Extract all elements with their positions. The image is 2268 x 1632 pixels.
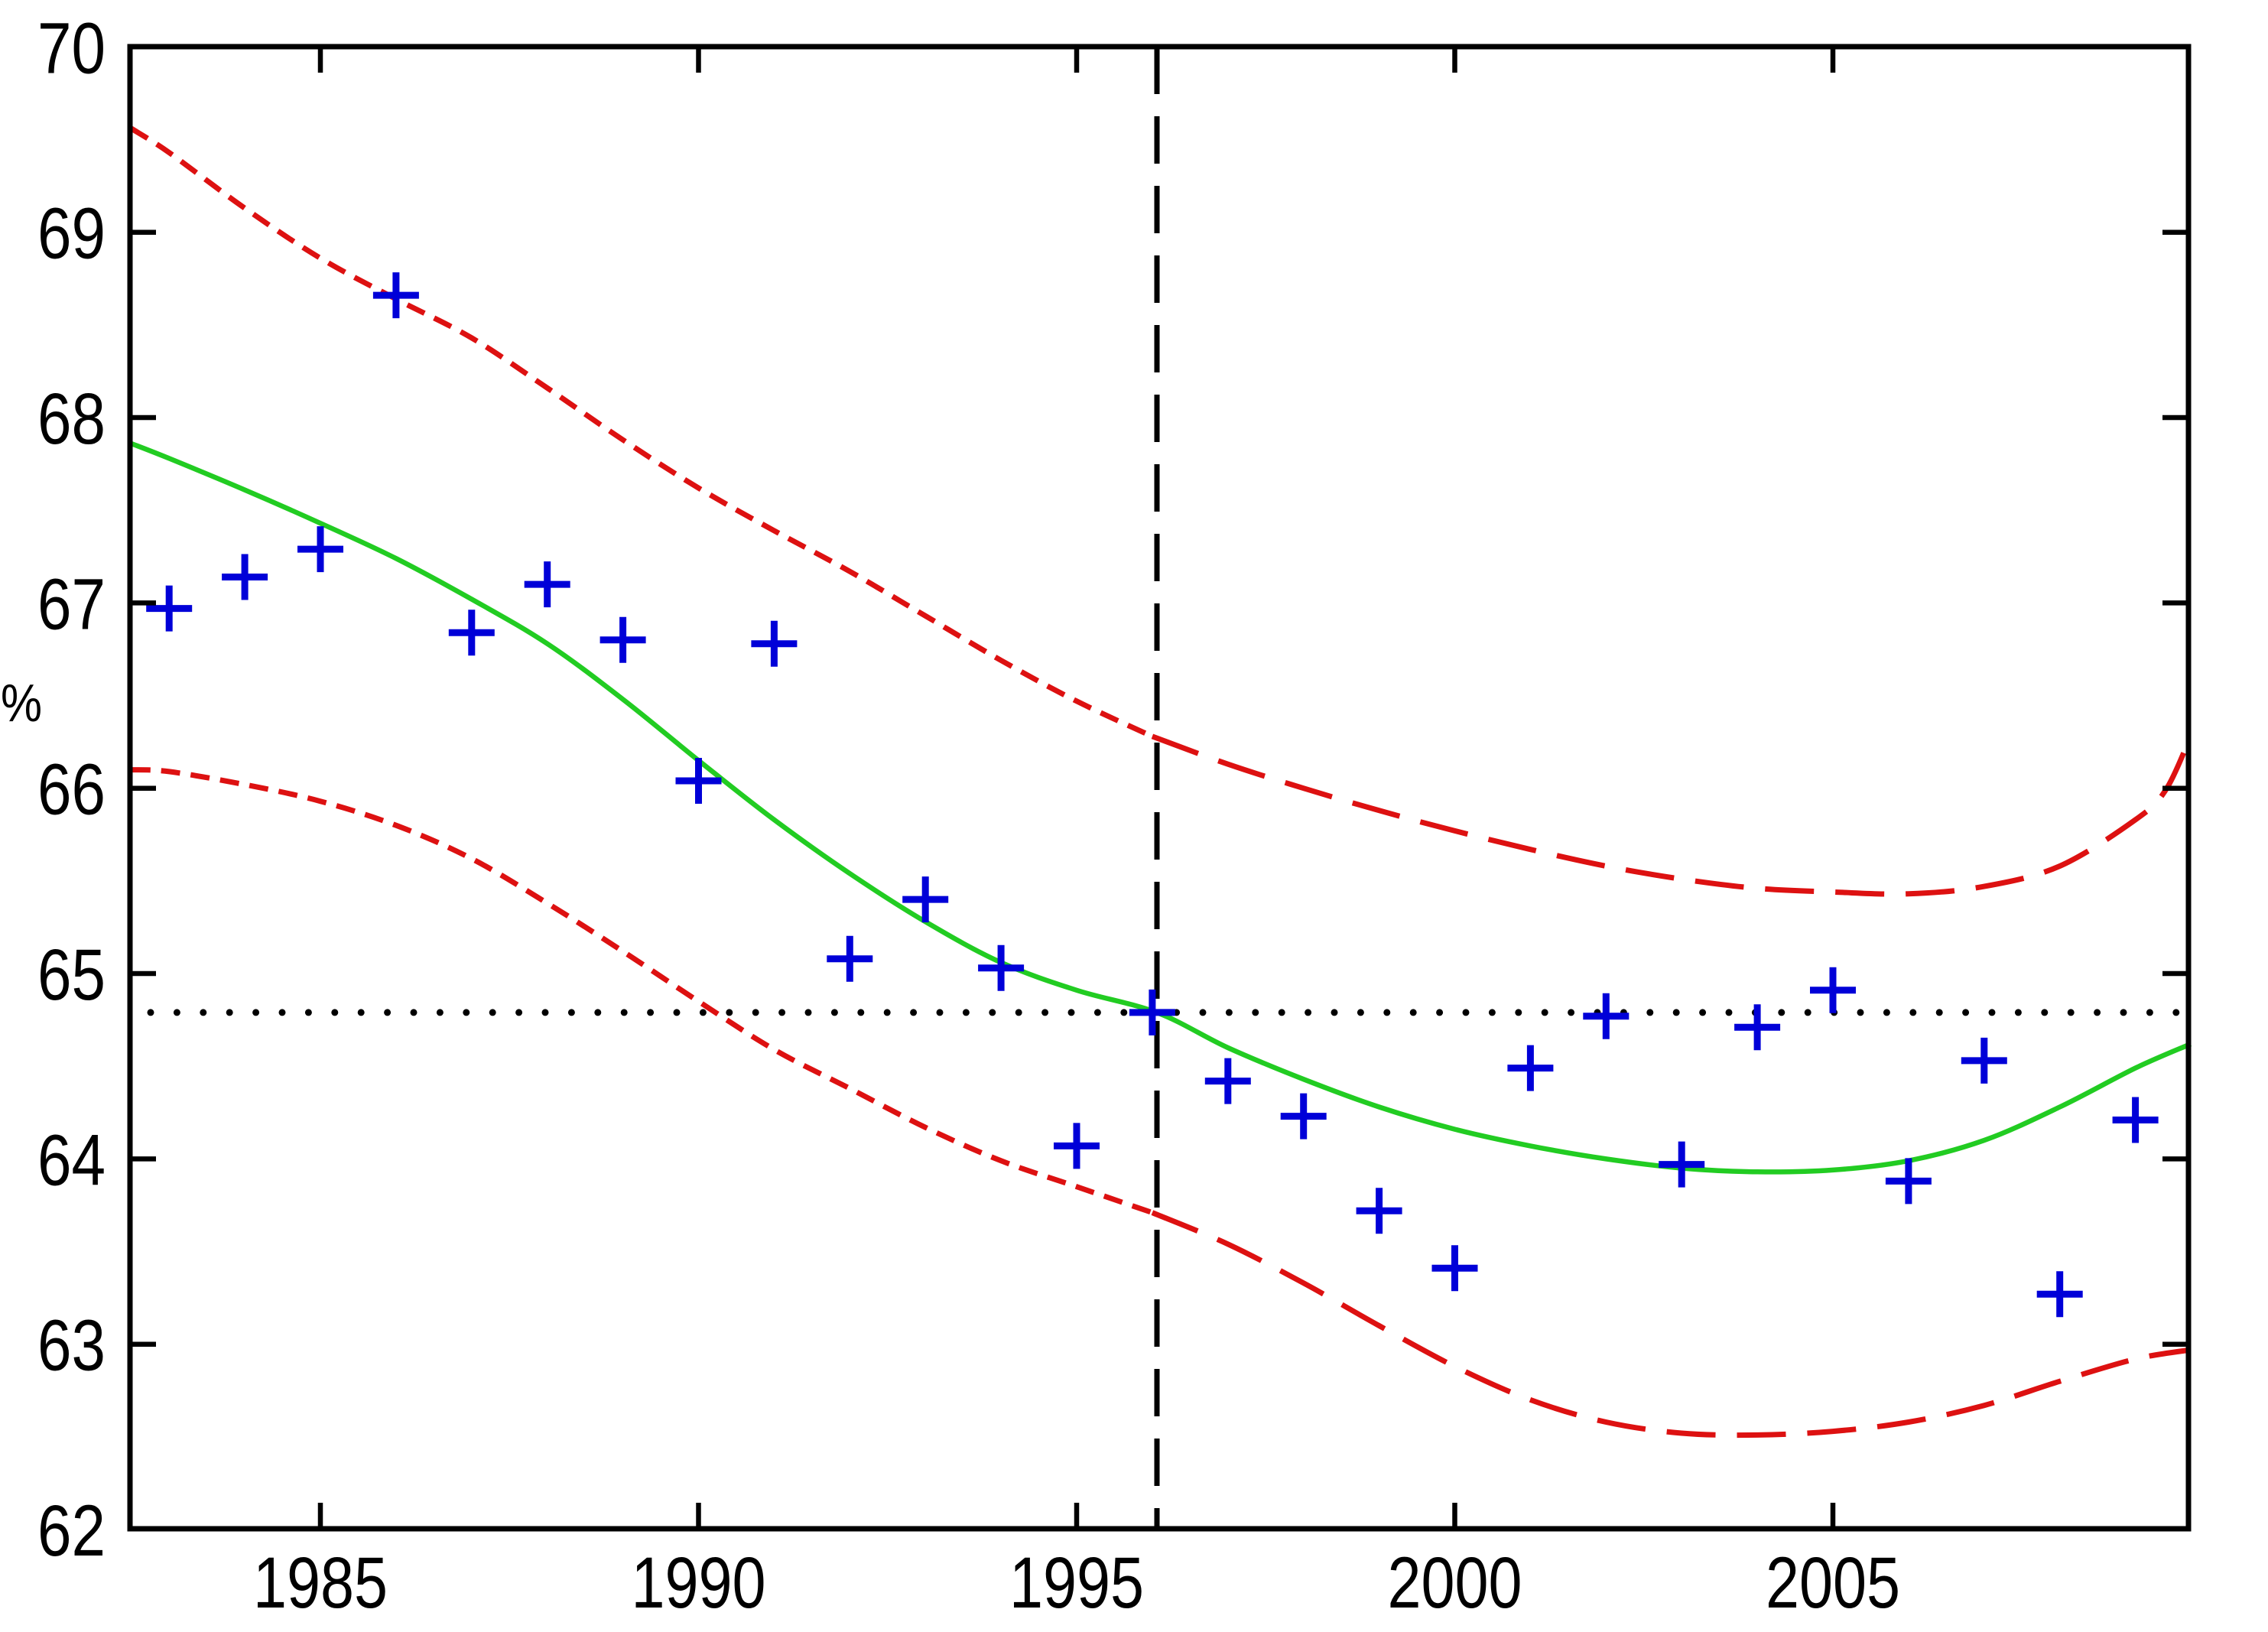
svg-text:64: 64 <box>37 1120 106 1201</box>
svg-text:1995: 1995 <box>1009 1543 1144 1624</box>
svg-text:62: 62 <box>37 1491 106 1572</box>
svg-text:1985: 1985 <box>253 1543 388 1624</box>
svg-text:2000: 2000 <box>1388 1543 1522 1624</box>
svg-text:68: 68 <box>37 379 106 460</box>
svg-text:%: % <box>1 673 42 733</box>
svg-text:63: 63 <box>37 1305 106 1387</box>
svg-text:1990: 1990 <box>632 1543 766 1624</box>
svg-text:70: 70 <box>37 8 106 89</box>
svg-text:65: 65 <box>37 935 106 1016</box>
svg-text:67: 67 <box>37 564 106 645</box>
svg-text:69: 69 <box>37 193 106 275</box>
svg-text:2005: 2005 <box>1766 1543 1900 1624</box>
svg-text:66: 66 <box>37 749 106 831</box>
